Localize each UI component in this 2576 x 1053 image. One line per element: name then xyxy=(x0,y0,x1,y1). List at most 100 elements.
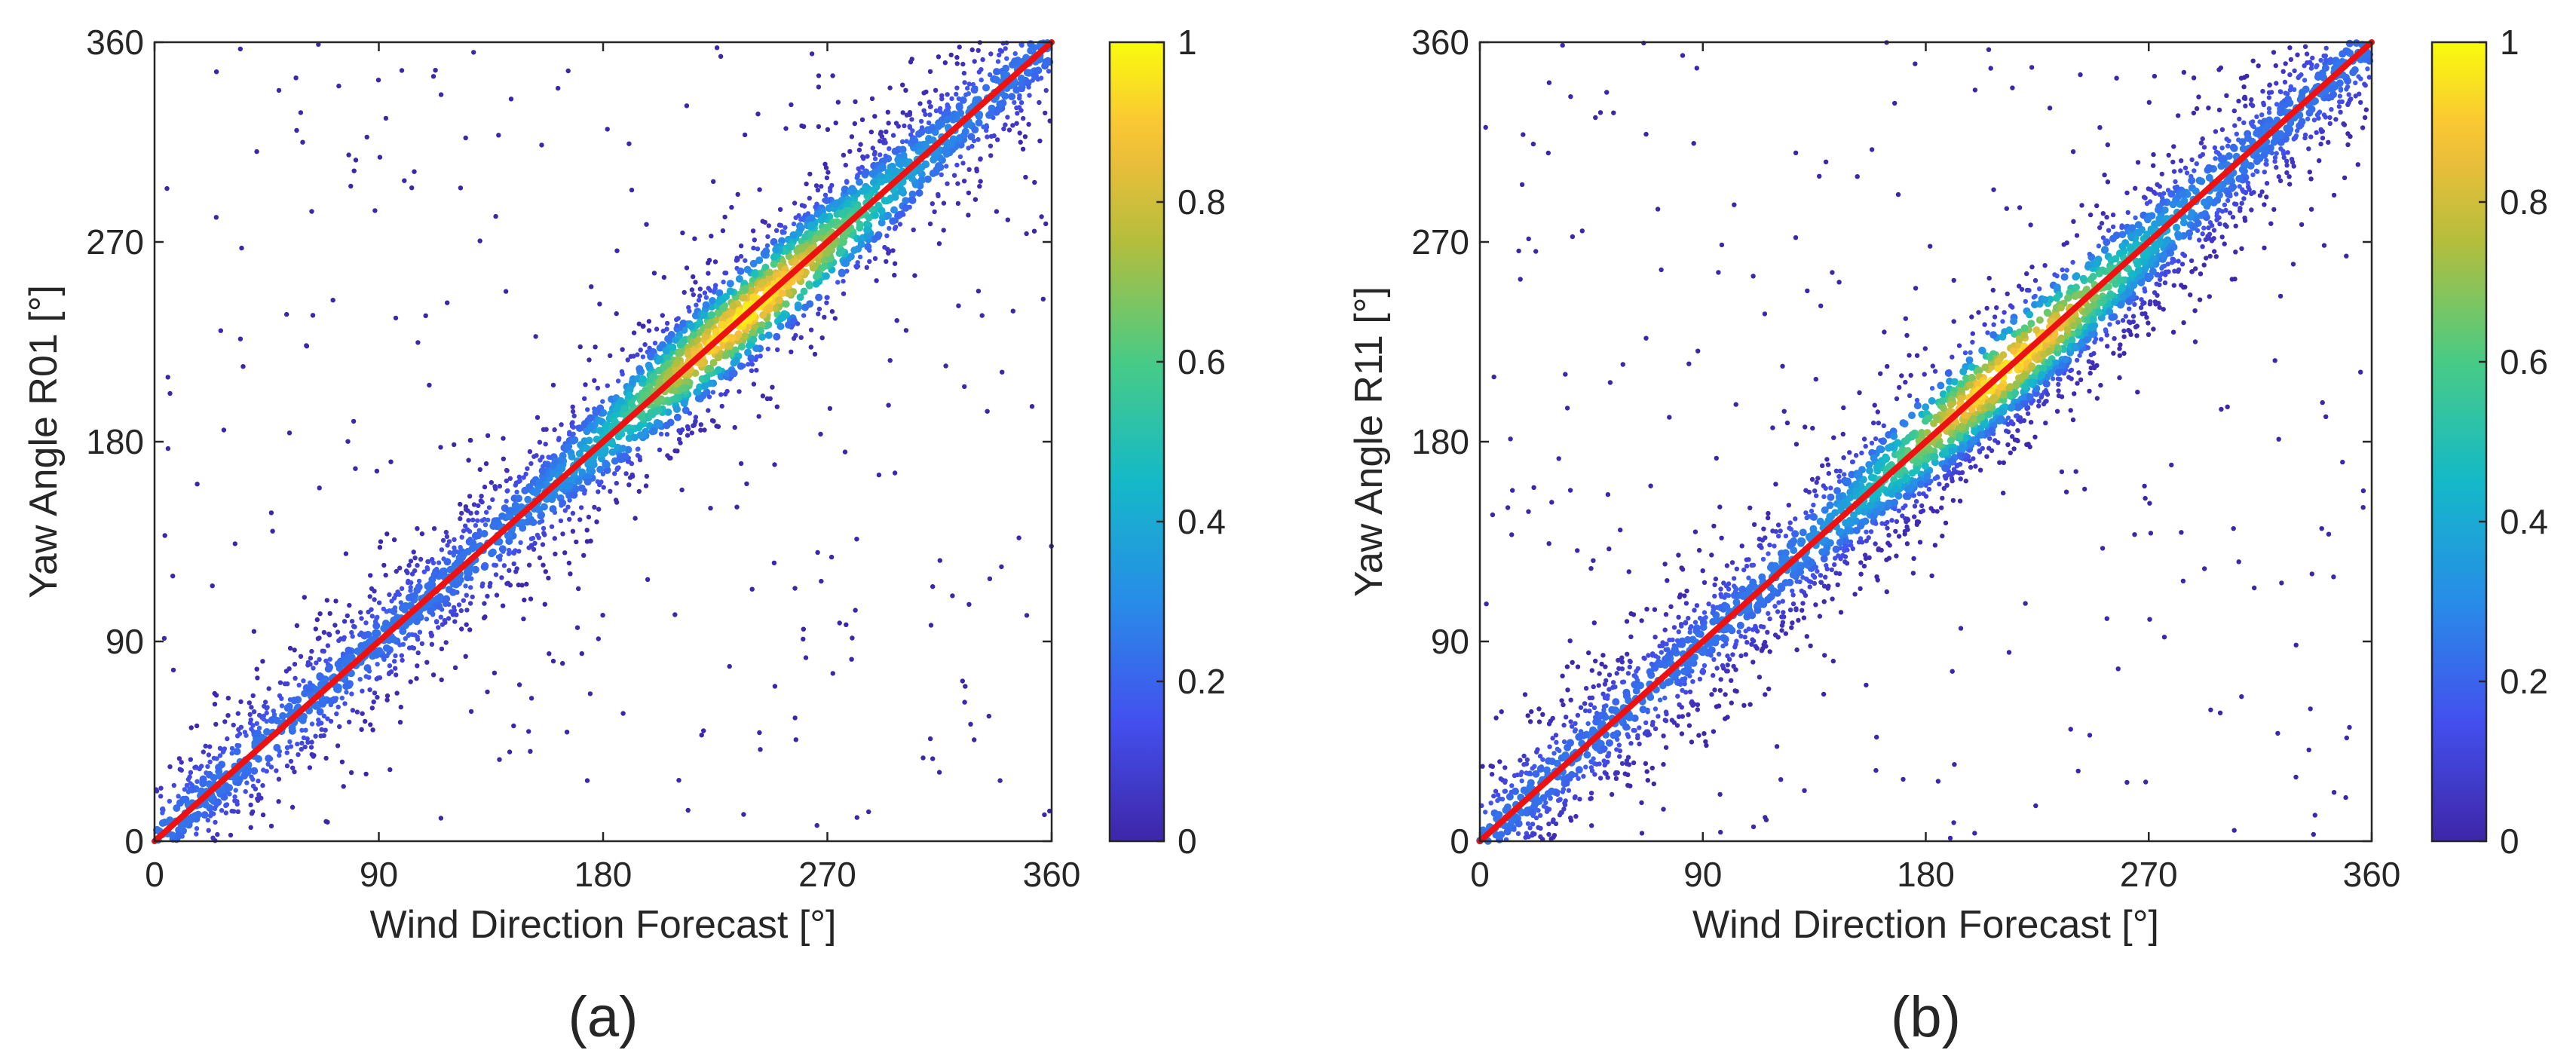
scatter-point xyxy=(529,519,538,526)
scatter-point xyxy=(212,702,218,707)
scatter-point xyxy=(408,584,413,590)
scatter-point xyxy=(1760,556,1766,562)
scatter-point xyxy=(612,405,620,413)
scatter-point xyxy=(461,598,466,603)
scatter-point xyxy=(1793,150,1799,155)
scatter-point xyxy=(1012,99,1017,106)
scatter-point xyxy=(377,155,383,160)
scatter-point xyxy=(1766,611,1771,616)
scatter-point xyxy=(1537,754,1543,759)
scatter-point xyxy=(644,222,649,227)
scatter-point xyxy=(807,245,815,253)
scatter-point xyxy=(863,226,871,234)
scatter-point xyxy=(2281,155,2287,161)
scatter-point xyxy=(966,81,972,87)
scatter-point xyxy=(225,713,231,718)
scatter-point xyxy=(256,778,261,784)
scatter-point xyxy=(926,120,932,125)
scatter-point xyxy=(1017,96,1022,101)
scatter-point xyxy=(359,616,364,621)
scatter-point xyxy=(506,551,512,556)
scatter-point xyxy=(918,176,926,184)
y-tick-label: 90 xyxy=(106,622,144,661)
scatter-point xyxy=(287,739,293,745)
scatter-point xyxy=(568,571,573,577)
scatter-point xyxy=(209,810,214,816)
scatter-point xyxy=(443,595,451,603)
scatter-point xyxy=(703,295,709,300)
scatter-point xyxy=(400,657,405,663)
scatter-point xyxy=(1702,580,1708,585)
scatter-point xyxy=(327,697,335,706)
scatter-point xyxy=(276,87,282,93)
scatter-point xyxy=(1711,523,1717,529)
scatter-point xyxy=(2318,141,2323,147)
panel-subtitle: (a) xyxy=(568,985,639,1049)
scatter-point xyxy=(887,146,892,152)
scatter-point xyxy=(795,321,801,326)
scatter-point xyxy=(936,191,941,197)
scatter-point xyxy=(824,295,829,300)
scatter-point xyxy=(921,90,927,96)
scatter-point xyxy=(682,289,687,295)
scatter-point xyxy=(801,626,807,632)
scatter-point xyxy=(2271,50,2277,55)
scatter-point xyxy=(490,497,495,503)
scatter-point xyxy=(412,169,417,174)
scatter-point xyxy=(452,537,457,542)
scatter-point xyxy=(2346,92,2351,97)
scatter-point xyxy=(1624,619,1630,624)
scatter-point xyxy=(277,680,283,685)
scatter-point xyxy=(167,764,173,770)
scatter-point xyxy=(957,154,963,160)
scatter-point xyxy=(676,778,682,783)
scatter-point xyxy=(564,730,570,735)
scatter-point xyxy=(526,545,531,550)
scatter-point xyxy=(201,811,209,819)
scatter-point xyxy=(205,817,210,823)
scatter-point xyxy=(749,259,758,268)
scatter-point xyxy=(921,108,927,113)
scatter-point xyxy=(360,711,365,716)
scatter-point xyxy=(600,471,606,477)
scatter-point xyxy=(697,286,703,292)
scatter-point xyxy=(1027,93,1032,98)
scatter-point xyxy=(274,768,279,773)
scatter-point xyxy=(2087,733,2093,738)
scatter-point xyxy=(993,68,1000,76)
scatter-point xyxy=(1858,560,1864,565)
scatter-point xyxy=(1868,529,1874,534)
scatter-point xyxy=(985,134,990,139)
scatter-point xyxy=(2004,206,2009,211)
scatter-point xyxy=(878,131,884,136)
scatter-point xyxy=(2032,434,2038,439)
scatter-point xyxy=(1691,701,1697,707)
scatter-point xyxy=(915,189,924,197)
scatter-point xyxy=(792,715,798,721)
scatter-point xyxy=(936,770,942,775)
scatter-point xyxy=(2323,414,2329,419)
scatter-point xyxy=(386,671,392,677)
scatter-point xyxy=(886,403,891,408)
scatter-point xyxy=(2165,262,2170,267)
scatter-point xyxy=(679,487,685,493)
scatter-point xyxy=(299,746,304,752)
scatter-point xyxy=(744,481,749,486)
scatter-point xyxy=(459,626,464,632)
scatter-point xyxy=(1680,687,1685,693)
scatter-point xyxy=(514,489,519,494)
scatter-point xyxy=(2107,322,2112,327)
scatter-point xyxy=(2094,203,2100,209)
scatter-point xyxy=(516,474,522,479)
scatter-point xyxy=(392,659,397,664)
scatter-point xyxy=(885,109,891,115)
scatter-point xyxy=(743,265,752,274)
scatter-point xyxy=(373,620,378,626)
scatter-point xyxy=(747,286,755,295)
scatter-point xyxy=(529,478,538,486)
scatter-point xyxy=(706,364,715,372)
scatter-point xyxy=(951,173,957,178)
scatter-point xyxy=(1743,629,1748,634)
scatter-point xyxy=(248,717,253,723)
scatter-point xyxy=(316,708,324,716)
